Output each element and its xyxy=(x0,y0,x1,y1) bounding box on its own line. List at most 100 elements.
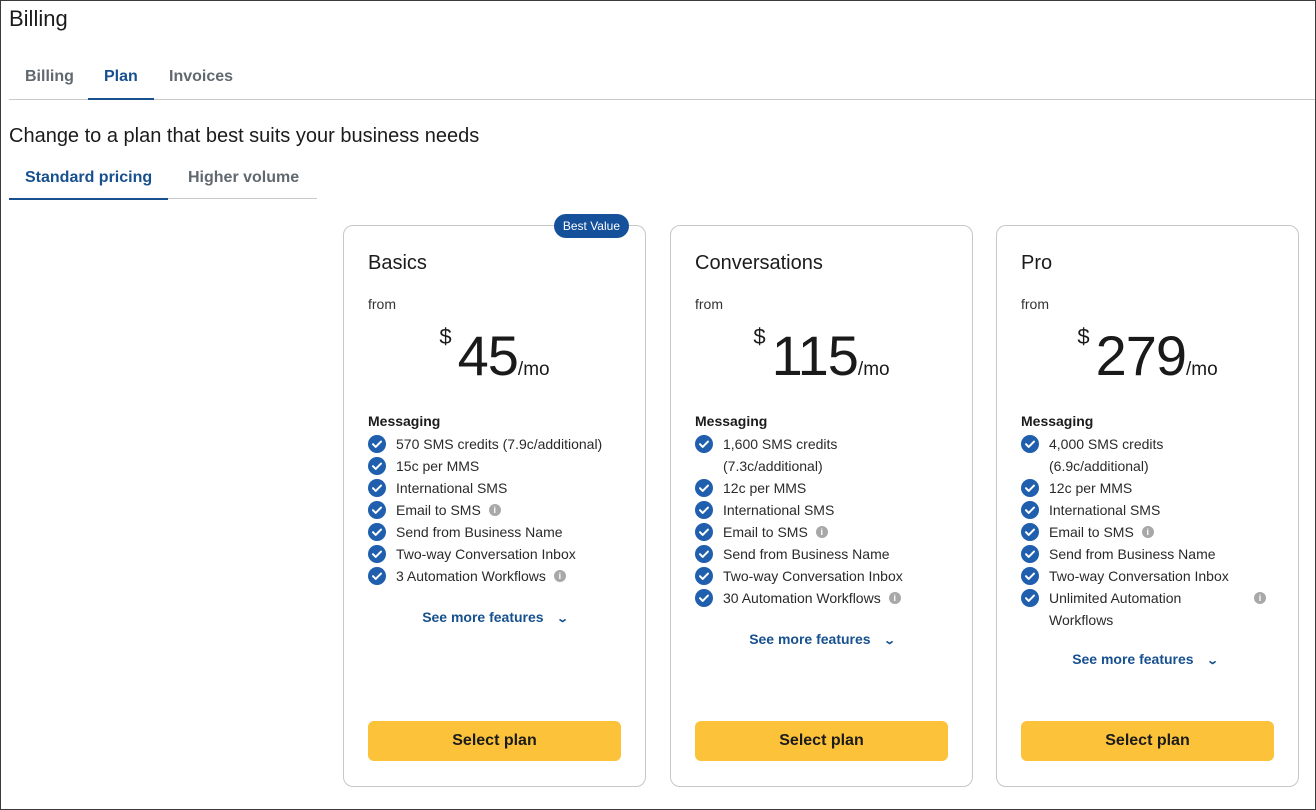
best-value-badge: Best Value xyxy=(553,214,629,238)
see-more-features-link[interactable]: See more features ⌄ xyxy=(1015,651,1274,667)
check-circle-icon xyxy=(1021,523,1039,541)
price-amount: 279 xyxy=(1095,324,1187,387)
check-circle-icon xyxy=(1021,479,1039,497)
feature-item: Email to SMS i xyxy=(1021,521,1274,543)
feature-text: 1,600 SMS credits (7.3c/additional) xyxy=(723,436,838,474)
feature-item: Email to SMS i xyxy=(368,499,627,521)
feature-item: Send from Business Name xyxy=(368,521,627,543)
check-circle-icon xyxy=(368,545,386,563)
feature-section-title: Messaging xyxy=(695,413,768,429)
feature-text: 4,000 SMS credits (6.9c/additional) xyxy=(1049,436,1164,474)
feature-list: 4,000 SMS credits (6.9c/additional) 12c … xyxy=(1021,433,1274,667)
chevron-down-icon: ⌄ xyxy=(555,613,569,625)
check-circle-icon xyxy=(1021,589,1039,607)
info-icon[interactable]: i xyxy=(553,570,566,583)
feature-text: Email to SMS xyxy=(1049,524,1134,540)
tab-billing[interactable]: Billing xyxy=(25,68,74,85)
feature-item: 570 SMS credits (7.9c/additional) xyxy=(368,433,627,455)
check-circle-icon xyxy=(1021,501,1039,519)
plan-name: Basics xyxy=(368,252,427,274)
page-subtitle: Change to a plan that best suits your bu… xyxy=(9,125,480,147)
info-icon[interactable]: i xyxy=(815,526,828,539)
feature-text: 3 Automation Workflows xyxy=(396,568,546,584)
feature-item: Two-way Conversation Inbox xyxy=(1021,565,1274,587)
see-more-features-link[interactable]: See more features ⌄ xyxy=(362,609,627,625)
check-circle-icon xyxy=(695,589,713,607)
feature-item: Send from Business Name xyxy=(695,543,912,565)
feature-item: Two-way Conversation Inbox xyxy=(368,543,627,565)
see-more-label: See more features xyxy=(1072,651,1194,667)
price-from-label: from xyxy=(695,296,723,312)
feature-text: Unlimited Automation Workflows xyxy=(1049,590,1182,628)
currency-symbol: $ xyxy=(439,324,452,349)
price-from-label: from xyxy=(368,296,396,312)
feature-text: International SMS xyxy=(396,480,508,496)
check-circle-icon xyxy=(695,479,713,497)
page-title: Billing xyxy=(9,6,68,31)
feature-list: 570 SMS credits (7.9c/additional) 15c pe… xyxy=(368,433,627,625)
feature-list: 1,600 SMS credits (7.3c/additional) 12c … xyxy=(695,433,912,647)
feature-text: 30 Automation Workflows xyxy=(723,590,881,606)
feature-section-title: Messaging xyxy=(368,413,441,429)
tab-standard-pricing[interactable]: Standard pricing xyxy=(8,169,169,200)
feature-text: 12c per MMS xyxy=(1049,480,1133,496)
feature-text: 12c per MMS xyxy=(723,480,807,496)
plan-price: $279/mo xyxy=(997,324,1298,388)
info-icon[interactable]: i xyxy=(888,592,901,605)
feature-text: Two-way Conversation Inbox xyxy=(1049,568,1229,584)
feature-item: 12c per MMS xyxy=(695,477,912,499)
feature-item: 15c per MMS xyxy=(368,455,627,477)
feature-text: Send from Business Name xyxy=(1049,546,1216,562)
plan-price: $45/mo xyxy=(344,324,645,388)
check-circle-icon xyxy=(1021,567,1039,585)
feature-item: Send from Business Name xyxy=(1021,543,1274,565)
feature-text: 570 SMS credits (7.9c/additional) xyxy=(396,436,603,452)
see-more-row: See more features ⌄ xyxy=(695,631,912,647)
feature-item: International SMS xyxy=(695,499,912,521)
feature-item: International SMS xyxy=(368,477,627,499)
check-circle-icon xyxy=(368,435,386,453)
tab-invoices[interactable]: Invoices xyxy=(169,68,234,85)
feature-text: Two-way Conversation Inbox xyxy=(396,546,576,562)
main-tabs: Billing Plan Invoices xyxy=(9,60,1315,100)
feature-text: International SMS xyxy=(1049,502,1161,518)
plan-card-pro: Pro from $279/mo Messaging 4,000 SMS cre… xyxy=(996,225,1299,787)
see-more-features-link[interactable]: See more features ⌄ xyxy=(689,631,954,647)
currency-symbol: $ xyxy=(753,324,766,349)
see-more-row: See more features ⌄ xyxy=(368,609,627,625)
feature-item: Two-way Conversation Inbox xyxy=(695,565,912,587)
check-circle-icon xyxy=(368,457,386,475)
info-icon[interactable]: i xyxy=(1254,592,1266,604)
check-circle-icon xyxy=(1021,545,1039,563)
price-amount: 115 xyxy=(771,324,859,387)
feature-text: Send from Business Name xyxy=(723,546,890,562)
feature-text: International SMS xyxy=(723,502,835,518)
check-circle-icon xyxy=(695,545,713,563)
feature-item: 1,600 SMS credits (7.3c/additional) xyxy=(695,433,912,477)
check-circle-icon xyxy=(368,479,386,497)
select-plan-button[interactable]: Select plan xyxy=(368,721,621,761)
feature-item: Email to SMS i xyxy=(695,521,912,543)
check-circle-icon xyxy=(1021,435,1039,453)
feature-text: Email to SMS xyxy=(396,502,481,518)
price-from-label: from xyxy=(1021,296,1049,312)
chevron-down-icon: ⌄ xyxy=(882,635,896,647)
feature-item: 3 Automation Workflows i xyxy=(368,565,627,587)
feature-item: 12c per MMS xyxy=(1021,477,1274,499)
plan-name: Pro xyxy=(1021,252,1053,274)
feature-text: Email to SMS xyxy=(723,524,808,540)
tab-plan[interactable]: Plan xyxy=(88,68,154,100)
check-circle-icon xyxy=(368,523,386,541)
info-icon[interactable]: i xyxy=(488,504,501,517)
check-circle-icon xyxy=(368,501,386,519)
plan-card-conversations: Conversations from $115/mo Messaging 1,6… xyxy=(670,225,973,787)
select-plan-button[interactable]: Select plan xyxy=(695,721,948,761)
feature-text: Two-way Conversation Inbox xyxy=(723,568,903,584)
tab-higher-volume[interactable]: Higher volume xyxy=(188,169,300,186)
price-period: /mo xyxy=(857,359,890,380)
select-plan-button[interactable]: Select plan xyxy=(1021,721,1274,761)
chevron-down-icon: ⌄ xyxy=(1205,655,1219,667)
info-icon[interactable]: i xyxy=(1141,526,1154,539)
feature-item: 4,000 SMS credits (6.9c/additional) xyxy=(1021,433,1274,477)
feature-item: 30 Automation Workflows i xyxy=(695,587,912,609)
